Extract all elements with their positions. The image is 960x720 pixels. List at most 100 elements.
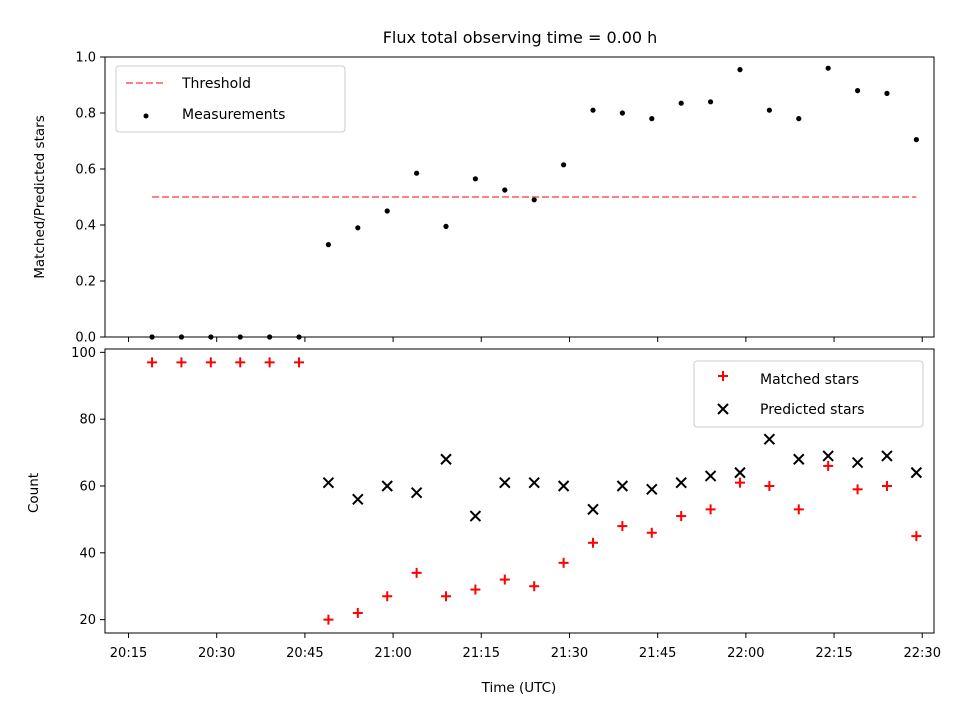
top-y-tick-label: 0.2 xyxy=(75,275,96,290)
x-tick-label: 22:00 xyxy=(727,646,764,661)
x-tick-label: 21:15 xyxy=(463,646,500,661)
predicted-star-marker-b xyxy=(352,493,364,506)
predicted-star-point xyxy=(763,433,776,445)
matched-star-point xyxy=(734,477,745,488)
measurement-point xyxy=(913,137,919,143)
legend-measurements-label: Measurements xyxy=(182,107,285,123)
legend-threshold-label: Threshold xyxy=(181,76,251,92)
bottom-legend: Matched stars Predicted stars xyxy=(693,360,924,428)
predicted-star-point xyxy=(851,456,864,469)
legend-measurements-marker xyxy=(143,113,149,119)
matched-star-point xyxy=(294,357,305,368)
matched-star-point xyxy=(587,537,598,548)
matched-star-point xyxy=(823,460,834,471)
predicted-star-marker-b xyxy=(528,476,540,489)
matched-star-point xyxy=(441,591,452,602)
predicted-star-point xyxy=(499,476,511,489)
matched-star-point xyxy=(676,511,687,522)
matched-star-point xyxy=(411,567,422,578)
predicted-star-marker-b xyxy=(322,476,335,489)
matched-star-point xyxy=(235,357,246,368)
bottom-plot-area: 20 40 60 80 100 20:15 20:30 20:45 21:00 21:15 21:3… xyxy=(71,346,941,661)
measurement-point xyxy=(825,65,831,71)
measurement-point xyxy=(472,176,479,182)
predicted-star-point xyxy=(616,480,629,492)
legend-predicted-label: Predicted stars xyxy=(760,402,865,418)
predicted-star-point xyxy=(587,503,599,516)
measurement-point xyxy=(707,99,714,105)
bottom-y-tick-label: 100 xyxy=(71,346,96,361)
predicted-star-marker-b xyxy=(704,470,717,482)
matched-star-point xyxy=(646,527,657,538)
predicted-star-point xyxy=(881,450,893,462)
matched-star-point xyxy=(764,480,775,491)
measurement-point xyxy=(649,116,655,122)
top-plot-area: 0.0 0.2 0.4 0.6 0.8 1.0 xyxy=(75,51,923,346)
predicted-star-marker-b xyxy=(763,433,776,445)
x-axis-label: Time (UTC) xyxy=(481,680,557,696)
top-y-tick-label: 1.0 xyxy=(75,51,96,66)
x-tick-label: 20:15 xyxy=(110,646,147,661)
matched-star-point xyxy=(352,607,363,618)
chart-title: Flux total observing time = 0.00 h xyxy=(383,28,658,47)
predicted-star-marker-b xyxy=(793,453,805,465)
measurement-point xyxy=(766,107,772,113)
matched-star-point xyxy=(793,504,804,515)
predicted-star-point xyxy=(734,466,746,479)
x-tick-label: 21:30 xyxy=(551,646,588,661)
bottom-y-tick-label: 80 xyxy=(79,413,96,428)
measurement-point xyxy=(531,197,537,203)
matched-star-point xyxy=(881,480,892,491)
predicted-star-marker-b xyxy=(381,480,393,492)
x-tick-label: 22:30 xyxy=(904,646,941,661)
bottom-y-tick-label: 40 xyxy=(79,546,96,561)
measurement-point xyxy=(678,100,684,106)
measurement-point xyxy=(414,170,420,176)
predicted-star-point xyxy=(322,476,335,489)
matched-star-point xyxy=(382,591,393,602)
predicted-star-marker-b xyxy=(734,466,746,479)
matched-star-point xyxy=(147,357,158,368)
matched-star-point xyxy=(470,584,481,595)
top-legend-box xyxy=(115,65,346,133)
top-y-tick-label: 0.6 xyxy=(75,163,96,178)
predicted-star-marker-b xyxy=(646,483,658,496)
matched-star-point xyxy=(705,504,716,515)
bottom-legend-box xyxy=(693,360,924,428)
predicted-star-marker-b xyxy=(851,456,864,469)
measurement-point xyxy=(325,242,332,248)
predicted-star-point xyxy=(910,466,923,479)
matched-star-point xyxy=(499,574,510,585)
measurement-point xyxy=(560,162,567,168)
matched-star-point xyxy=(264,357,275,368)
legend-predicted-marker xyxy=(717,403,729,415)
predicted-star-point xyxy=(704,470,717,482)
matched-star-point xyxy=(558,557,569,568)
predicted-star-marker-b xyxy=(587,503,599,516)
x-tick-label: 20:30 xyxy=(198,646,235,661)
measurement-point xyxy=(355,225,361,231)
predicted-star-marker-b xyxy=(910,466,923,479)
predicted-star-marker-b xyxy=(469,510,482,522)
bottom-y-axis-label: Count xyxy=(26,473,42,513)
x-tick-label: 22:15 xyxy=(815,646,852,661)
x-tick-label: 21:45 xyxy=(639,646,676,661)
predicted-star-point xyxy=(557,480,570,492)
measurement-point xyxy=(796,116,802,122)
legend-matched-label: Matched stars xyxy=(760,372,859,388)
measurement-point xyxy=(619,110,625,116)
measurement-point xyxy=(443,223,449,229)
matched-star-point xyxy=(852,484,863,495)
legend-matched-marker xyxy=(718,371,728,381)
predicted-star-point xyxy=(469,510,482,522)
predicted-star-marker-b xyxy=(822,450,834,462)
legend-predicted-marker-b xyxy=(717,403,729,415)
predicted-star-point xyxy=(822,450,834,462)
measurement-point xyxy=(384,208,390,214)
predicted-star-point xyxy=(675,476,687,489)
predicted-star-marker-b xyxy=(675,476,687,489)
matched-star-point xyxy=(323,614,334,625)
predicted-star-point xyxy=(793,453,805,465)
bottom-plot-frame xyxy=(104,348,935,634)
